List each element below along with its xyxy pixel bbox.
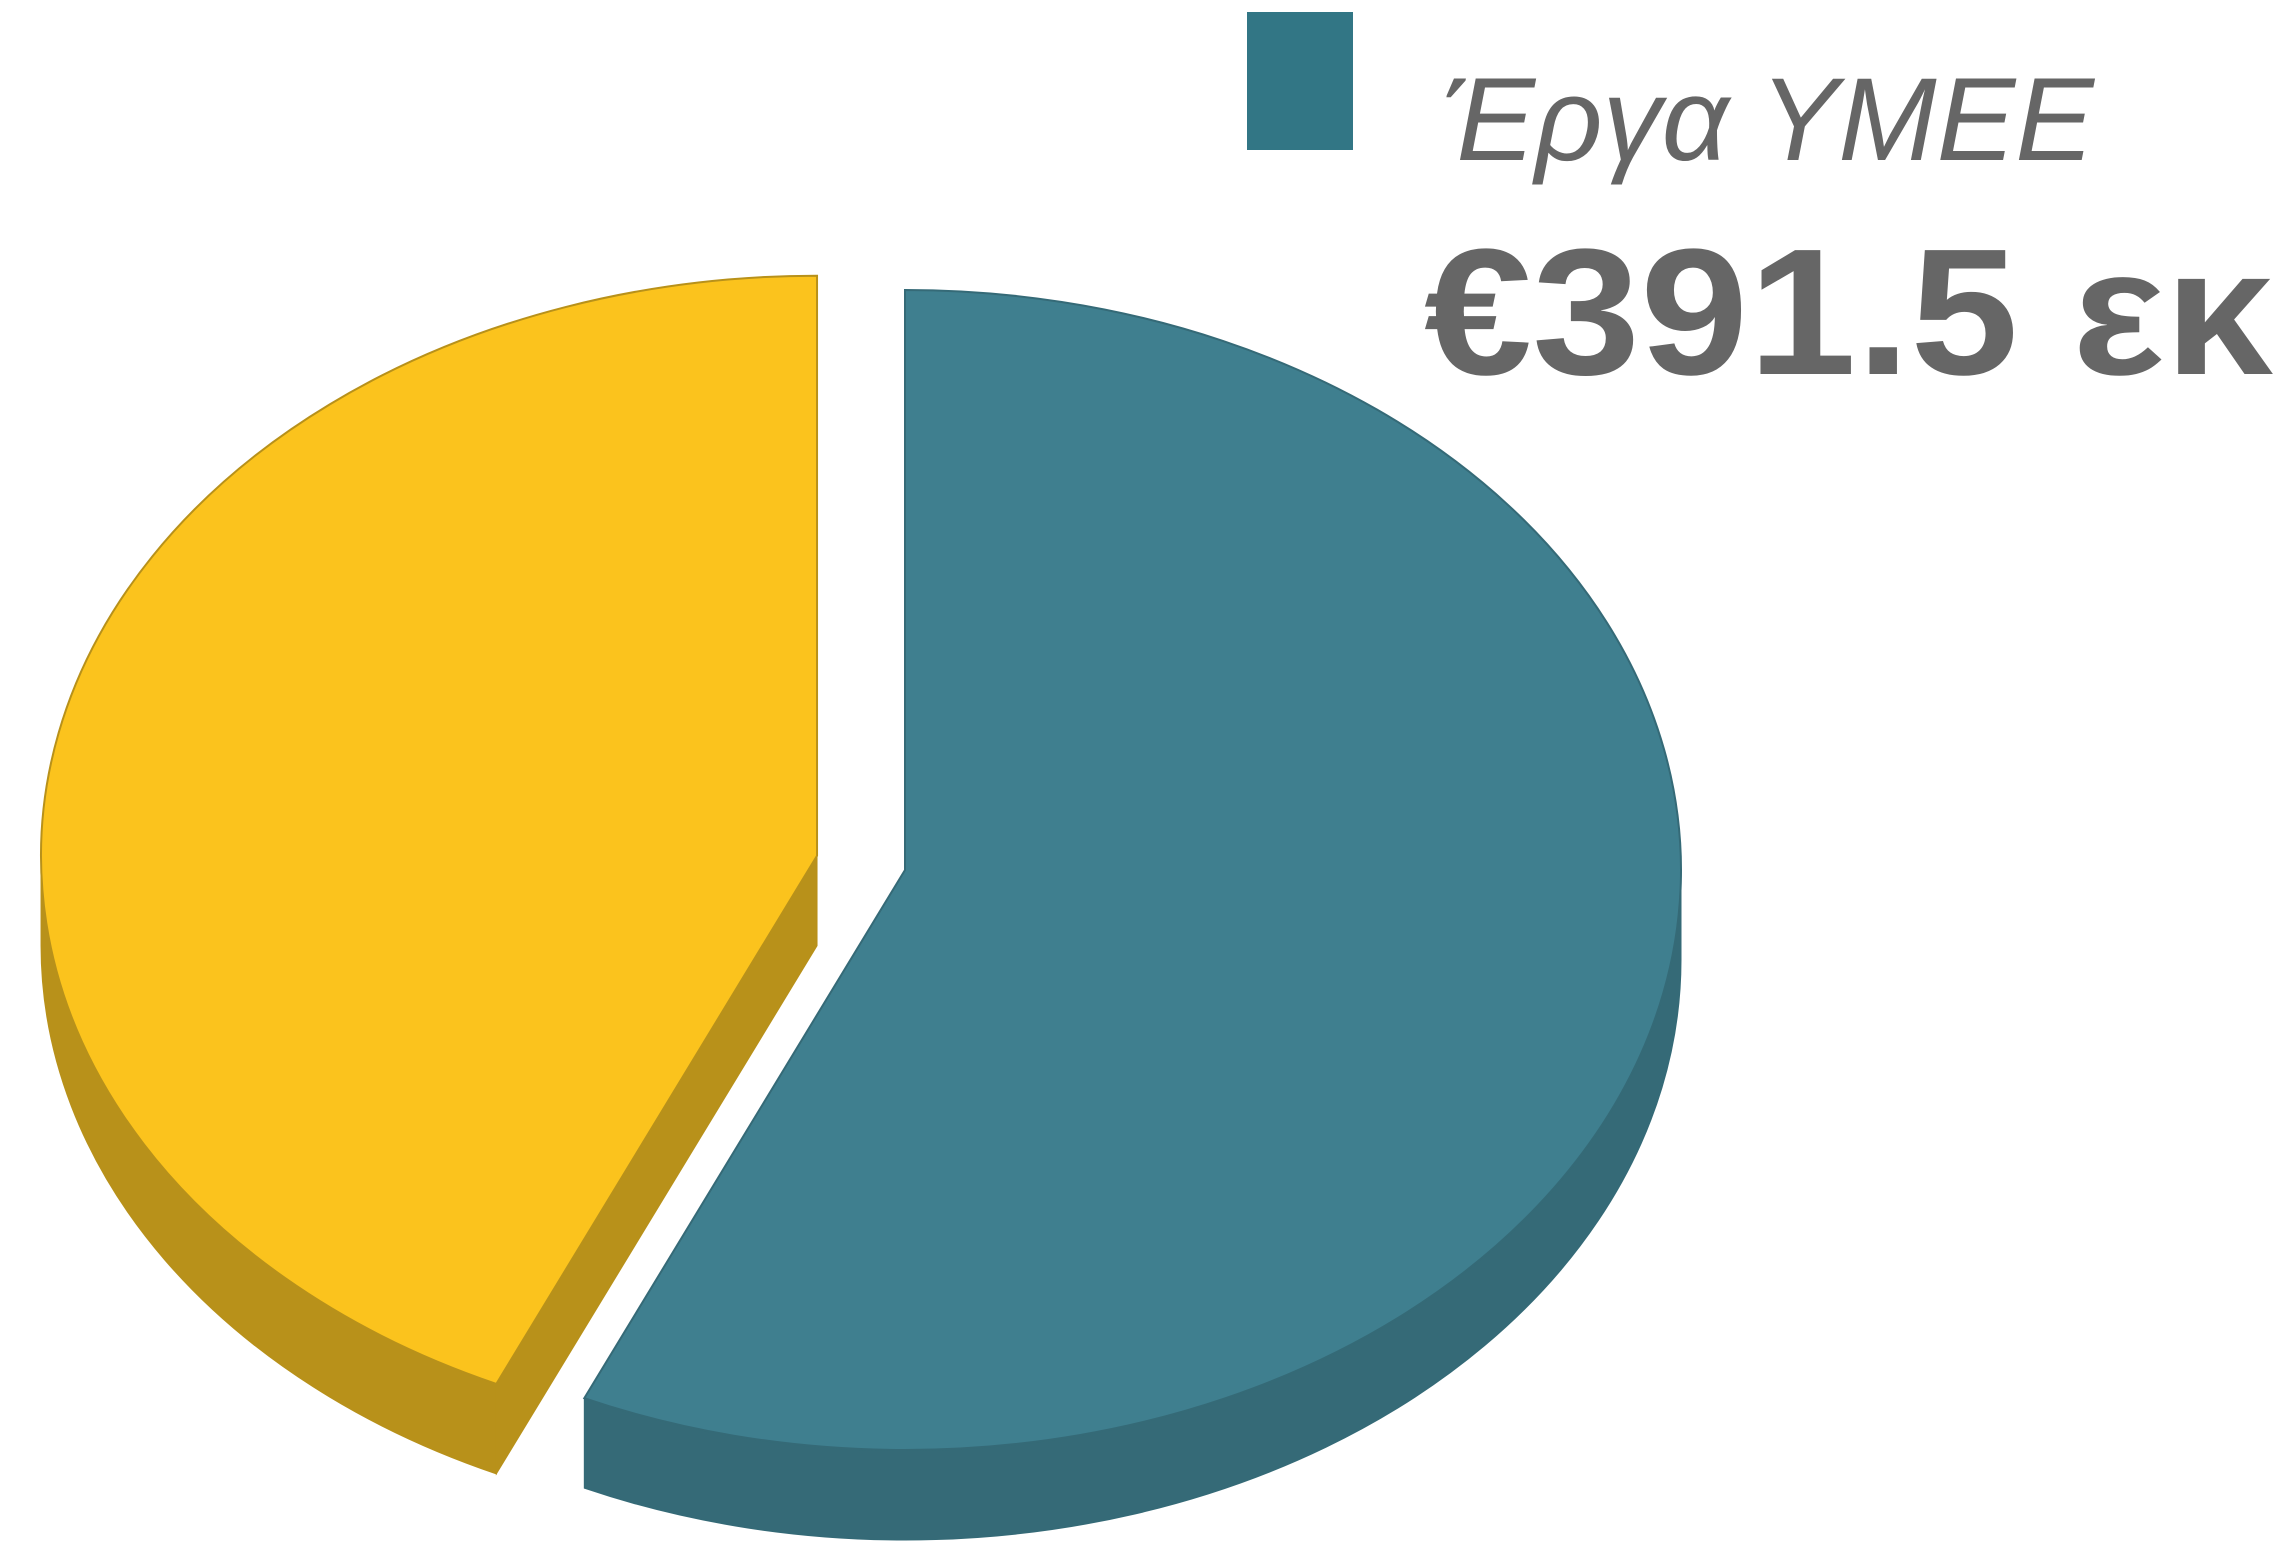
slice <box>582 288 1682 1451</box>
slice <box>40 274 819 1386</box>
legend-label: Έργα ΥΜΕΕ <box>1442 54 2095 186</box>
legend-swatch <box>1247 12 1353 150</box>
legend-value: €391.5 εκ <box>1424 212 2274 413</box>
